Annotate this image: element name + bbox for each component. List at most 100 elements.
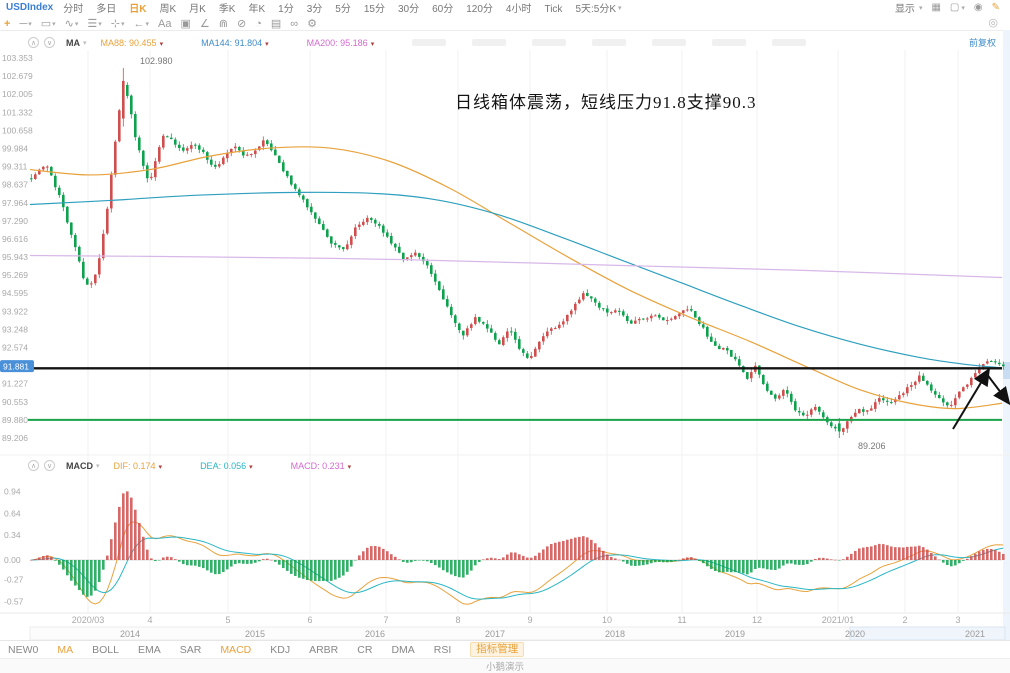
delete-drawings-tool[interactable]: ▤ <box>270 17 282 30</box>
svg-text:2020: 2020 <box>845 629 865 639</box>
price-axis: 103.353 102.679 102.005 101.332 100.658 99.98… <box>0 53 34 443</box>
display-dropdown[interactable]: 显示 <box>894 4 915 15</box>
legend-flag-icon: ▾ <box>370 40 375 48</box>
menu-item-月K[interactable]: 月K <box>189 4 206 15</box>
tab-NEW0[interactable]: NEW0 <box>8 643 39 656</box>
menu-item-Tick[interactable]: Tick <box>544 4 563 15</box>
draw-mode-icon[interactable]: ✎ <box>991 2 1000 13</box>
time-axis: 2020/03 4 5 6 7 8 9 10 11 12 2021/01 2 3 <box>72 615 961 625</box>
tab-SAR[interactable]: SAR <box>179 643 202 656</box>
svg-text:102.005: 102.005 <box>2 89 33 99</box>
symbol-name[interactable]: USDIndex <box>6 2 54 13</box>
tab-指标管理[interactable]: 指标管理 <box>470 642 525 657</box>
link-tool[interactable]: ∞ <box>290 17 299 30</box>
pan-tool[interactable]: + <box>4 17 11 30</box>
legend-item-ma-1[interactable]: MA144: 91.804 ▾ <box>201 37 269 48</box>
menu-item-1分[interactable]: 1分 <box>278 4 294 15</box>
eraser-tool[interactable]: ⊘ <box>237 17 247 30</box>
legend-item-macd-0[interactable]: DIF: 0.174 ▾ <box>113 460 163 471</box>
window-layout-icon[interactable]: ▢ ▾ <box>949 2 965 13</box>
trend-arrows <box>952 367 1010 430</box>
svg-text:102.679: 102.679 <box>2 71 33 81</box>
tab-ARBR[interactable]: ARBR <box>309 643 339 656</box>
svg-text:97.290: 97.290 <box>2 216 28 226</box>
svg-text:99.311: 99.311 <box>2 162 28 172</box>
legend-item-ma-0[interactable]: MA88: 90.455 ▾ <box>100 37 164 48</box>
menu-item-季K[interactable]: 季K <box>218 4 236 15</box>
rectangle-tool[interactable]: ▭ ▾ <box>40 17 56 30</box>
faded-legend-item[interactable] <box>472 39 507 46</box>
dif-line <box>31 521 1004 605</box>
svg-text:0.64: 0.64 <box>4 508 21 518</box>
legend-main-name: MA <box>66 37 80 48</box>
faded-legend-item[interactable] <box>532 39 567 46</box>
menu-item-30分[interactable]: 30分 <box>397 4 420 15</box>
menu-item-周K[interactable]: 周K <box>159 4 177 15</box>
pane-close-button[interactable]: ∨ <box>44 37 55 48</box>
menu-item-多日[interactable]: 多日 <box>96 4 117 15</box>
tab-RSI[interactable]: RSI <box>433 643 452 656</box>
faded-legend-item[interactable] <box>412 39 447 46</box>
tab-BOLL[interactable]: BOLL <box>92 643 119 656</box>
svg-text:2017: 2017 <box>485 629 505 639</box>
drawing-settings-tool[interactable]: ⚙ <box>307 17 318 30</box>
svg-text:95.269: 95.269 <box>2 270 28 280</box>
svg-text:0.94: 0.94 <box>4 486 21 496</box>
menu-item-年K[interactable]: 年K <box>248 4 266 15</box>
tab-EMA[interactable]: EMA <box>137 643 161 656</box>
tab-DMA[interactable]: DMA <box>391 643 415 656</box>
angle-tool[interactable]: ∠ <box>199 17 210 30</box>
menu-item-3分[interactable]: 3分 <box>306 4 323 15</box>
text-tool[interactable]: Aa <box>158 17 172 30</box>
tab-MACD[interactable]: MACD <box>220 643 252 656</box>
pane-collapse-button[interactable]: ∧ <box>28 460 39 471</box>
faded-legend-item[interactable] <box>772 39 807 46</box>
svg-text:4: 4 <box>147 615 152 625</box>
menu-item-日K[interactable]: 日K <box>129 4 147 15</box>
menu-item-60分[interactable]: 60分 <box>432 4 454 15</box>
chevron-down-icon: ▾ <box>28 20 32 28</box>
menu-item-4小时[interactable]: 4小时 <box>505 4 532 15</box>
chart-settings-icon[interactable]: ◎ <box>988 17 998 29</box>
svg-text:2021/01: 2021/01 <box>822 615 855 625</box>
svg-text:93.248: 93.248 <box>2 324 28 334</box>
pane-close-button[interactable]: ∨ <box>44 460 55 471</box>
up-trend-arrow[interactable] <box>952 367 991 430</box>
tab-MA[interactable]: MA <box>57 643 74 656</box>
arrow-tool[interactable]: ← ▾ <box>133 17 150 30</box>
svg-text:91.227: 91.227 <box>2 379 28 389</box>
legend-item-ma-2[interactable]: MA200: 95.186 ▾ <box>306 37 375 48</box>
faded-legend-item[interactable] <box>592 39 627 46</box>
menu-item-分时[interactable]: 分时 <box>63 4 84 15</box>
svg-text:92.574: 92.574 <box>2 343 28 353</box>
legend-item-macd-2[interactable]: MACD: 0.231 ▾ <box>290 460 352 471</box>
svg-text:94.595: 94.595 <box>2 288 28 298</box>
legend-item-macd-1[interactable]: DEA: 0.056 ▾ <box>200 460 253 471</box>
menu-item-120分[interactable]: 120分 <box>466 4 493 15</box>
price-adjust-mode[interactable]: 前复权 <box>968 38 996 48</box>
comment-tool[interactable]: ▣ <box>180 17 191 30</box>
faded-legend-item[interactable] <box>712 39 747 46</box>
magnet-tool[interactable]: ⋒ <box>218 17 229 30</box>
fibonacci-tool[interactable]: ☰ ▾ <box>87 17 102 30</box>
navigator[interactable]: 2014 2015 2016 2017 2018 2019 2020 2021 <box>29 626 1006 640</box>
menu-item-5天:5分K[interactable]: 5天:5分K ▾ <box>575 4 622 15</box>
menu-item-15分[interactable]: 15分 <box>363 4 385 15</box>
svg-text:89.206: 89.206 <box>2 433 28 443</box>
svg-text:9: 9 <box>527 615 532 625</box>
pane-collapse-button[interactable]: ∧ <box>28 37 39 48</box>
price-chart-canvas[interactable]: 103.353 102.679 102.005 101.332 100.658 99.98… <box>0 30 1010 640</box>
tab-CR[interactable]: CR <box>357 643 373 656</box>
history-tool[interactable]: ◔ <box>255 17 262 30</box>
dea-line <box>31 536 1004 600</box>
menu-item-5分[interactable]: 5分 <box>335 4 351 15</box>
wave-tool[interactable]: ∿ ▾ <box>64 17 79 30</box>
screenshot-icon[interactable]: ◉ <box>973 2 983 13</box>
down-expect-arrow[interactable] <box>985 372 1010 406</box>
svg-text:97.964: 97.964 <box>2 198 28 208</box>
faded-legend-item[interactable] <box>652 39 687 46</box>
tab-KDJ[interactable]: KDJ <box>270 643 291 656</box>
trend-line-tool[interactable]: ─ ▾ <box>19 17 32 30</box>
layout-grid-icon[interactable]: ▦ <box>931 2 941 13</box>
measure-tool[interactable]: ⊹ ▾ <box>110 17 125 30</box>
